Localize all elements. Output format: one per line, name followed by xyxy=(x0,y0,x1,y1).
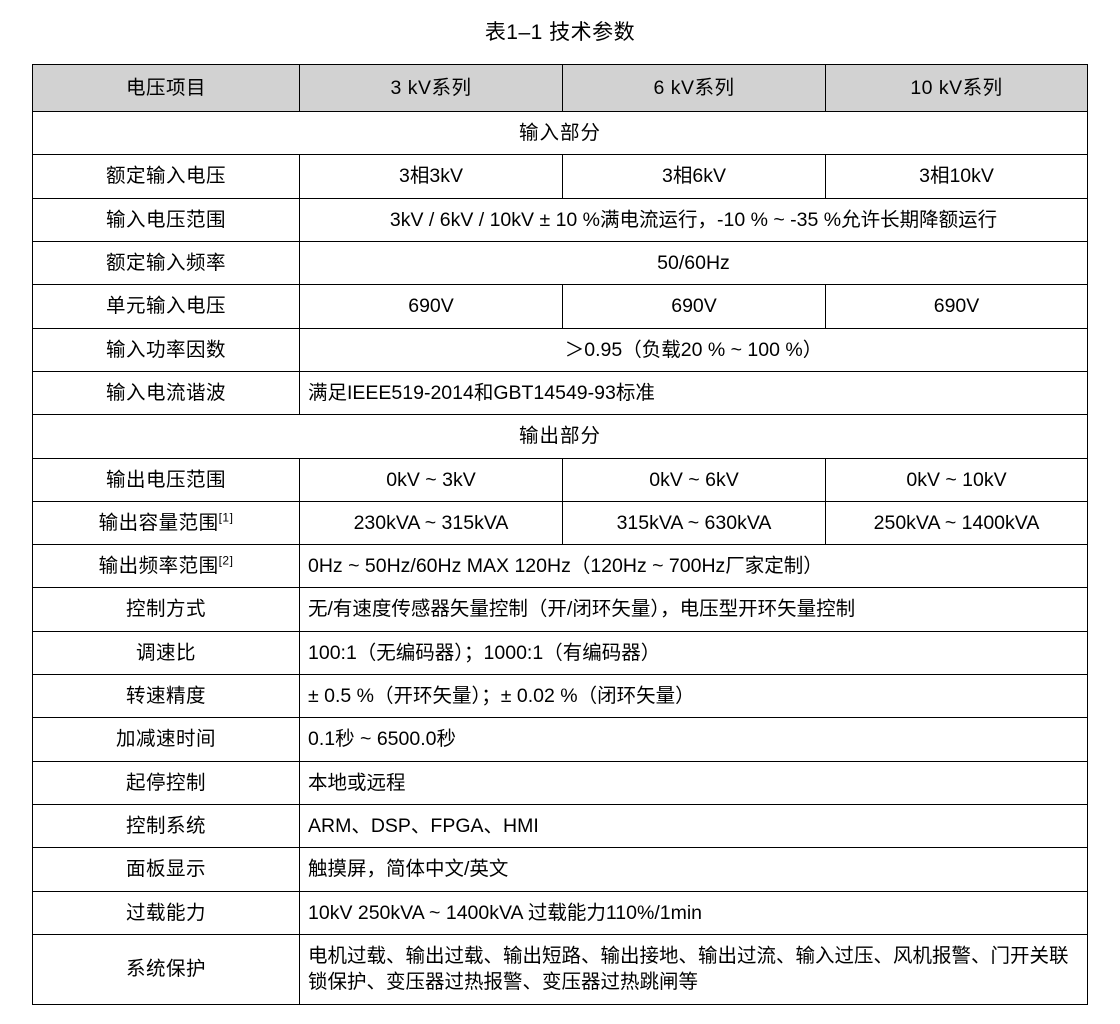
row-value: ± 0.5 %（开环矢量）；± 0.02 %（闭环矢量） xyxy=(299,674,1088,719)
column-header-6kv: 6 kV系列 xyxy=(562,64,826,112)
row-label: 额定输入频率 xyxy=(32,240,300,286)
row-label: 输出容量范围[1] xyxy=(32,500,300,546)
table-row: 控制方式 无/有速度传感器矢量控制（开/闭环矢量），电压型开环矢量控制 xyxy=(32,587,1088,632)
row-label: 额定输入电压 xyxy=(32,154,300,199)
row-label-text: 调速比 xyxy=(135,641,196,664)
row-label: 系统保护 xyxy=(32,933,300,1005)
table-row: 控制系统 ARM、DSP、FPGA、HMI xyxy=(32,803,1088,849)
table-row: 输出电压范围 0kV ~ 3kV 0kV ~ 6kV 0kV ~ 10kV xyxy=(32,457,1088,502)
row-label: 起停控制 xyxy=(32,760,300,806)
row-label: 输入功率因数 xyxy=(32,327,300,372)
row-value: 10kV 250kVA ~ 1400kVA 过载能力110%/1min xyxy=(299,890,1088,935)
section-title: 输入部分 xyxy=(32,110,1088,156)
row-value: ＞0.95（负载20 % ~ 100 %） xyxy=(299,327,1088,372)
row-label: 输入电流谐波 xyxy=(32,370,300,416)
row-label-text: 面板显示 xyxy=(125,858,206,881)
table-caption: 表1–1 技术参数 xyxy=(484,21,636,44)
row-value: 50/60Hz xyxy=(299,240,1088,286)
column-header-3kv: 3 kV系列 xyxy=(299,64,563,112)
row-value: 0kV ~ 3kV xyxy=(299,457,563,502)
row-label: 输出频率范围[2] xyxy=(32,544,300,589)
row-label-text: 输出电压范围 xyxy=(105,468,226,491)
table-row: 面板显示 触摸屏，简体中文/英文 xyxy=(32,847,1088,892)
table-row: 加减速时间 0.1秒 ~ 6500.0秒 xyxy=(32,717,1088,762)
row-value: 690V xyxy=(825,284,1088,329)
row-value: 3kV / 6kV / 10kV ± 10 %满电流运行，-10 % ~ -35… xyxy=(299,197,1088,242)
table-row: 转速精度 ± 0.5 %（开环矢量）；± 0.02 %（闭环矢量） xyxy=(32,674,1088,719)
table-row: 输出频率范围[2] 0Hz ~ 50Hz/60Hz MAX 120Hz（120Hz… xyxy=(32,544,1088,589)
table-row: 额定输入电压 3相3kV 3相6kV 3相10kV xyxy=(32,154,1088,199)
table-body: 输入部分额定输入电压 3相3kV 3相6kV 3相10kV 输入电压范围 3kV / 6k… xyxy=(32,110,1088,1005)
row-value: 触摸屏，简体中文/英文 xyxy=(299,847,1088,892)
row-value: 3相6kV xyxy=(562,154,826,199)
row-label-text: 起停控制 xyxy=(125,771,206,794)
column-header-label: 电压项目 xyxy=(32,64,300,112)
table-row: 调速比 100:1（无编码器）；1000:1（有编码器） xyxy=(32,630,1088,676)
row-value: 0kV ~ 6kV xyxy=(562,457,826,502)
row-value: 690V xyxy=(562,284,826,329)
column-header-10kv: 10 kV系列 xyxy=(825,64,1088,112)
row-label: 控制方式 xyxy=(32,587,300,632)
row-label-text: 过载能力 xyxy=(125,901,206,924)
table-row: 过载能力 10kV 250kVA ~ 1400kVA 过载能力110%/1min xyxy=(32,890,1088,935)
row-label-text: 输出频率范围 xyxy=(98,555,219,578)
row-label: 过载能力 xyxy=(32,890,300,935)
row-value: 315kVA ~ 630kVA xyxy=(562,500,826,546)
table-header: 电压项目 3 kV系列 6 kV系列 10 kV系列 xyxy=(32,64,1088,112)
row-value: 3相3kV xyxy=(299,154,563,199)
row-value: 本地或远程 xyxy=(299,760,1088,806)
technical-parameters-table: 电压项目 3 kV系列 6 kV系列 10 kV系列 输入部分额定输入电压 3相3… xyxy=(32,64,1088,1005)
row-value: ARM、DSP、FPGA、HMI xyxy=(299,803,1088,849)
table-row: 额定输入频率 50/60Hz xyxy=(32,240,1088,286)
row-label: 控制系统 xyxy=(32,803,300,849)
row-value: 230kVA ~ 315kVA xyxy=(299,500,563,546)
row-label: 面板显示 xyxy=(32,847,300,892)
table-row: 输入电压范围 3kV / 6kV / 10kV ± 10 %满电流运行，-10 %… xyxy=(32,197,1088,242)
row-value: 无/有速度传感器矢量控制（开/闭环矢量），电压型开环矢量控制 xyxy=(299,587,1088,632)
row-label: 转速精度 xyxy=(32,674,300,719)
row-label-text: 输入电压范围 xyxy=(105,208,226,231)
row-value: 0.1秒 ~ 6500.0秒 xyxy=(299,717,1088,762)
row-value: 250kVA ~ 1400kVA xyxy=(825,500,1088,546)
section-header-row: 输出部分 xyxy=(32,414,1088,459)
row-label-text: 输出容量范围 xyxy=(98,511,219,534)
row-label-text: 额定输入电压 xyxy=(105,165,226,188)
table-row: 起停控制 本地或远程 xyxy=(32,760,1088,806)
row-label: 加减速时间 xyxy=(32,717,300,762)
row-label-text: 系统保护 xyxy=(125,958,206,981)
row-label-text: 额定输入频率 xyxy=(105,251,226,274)
footnote-marker: [1] xyxy=(218,510,234,525)
row-label-text: 输入电流谐波 xyxy=(105,381,226,404)
row-label-text: 单元输入电压 xyxy=(105,295,226,318)
table-row: 输出容量范围[1] 230kVA ~ 315kVA 315kVA ~ 630kVA 2… xyxy=(32,500,1088,546)
row-label-text: 控制方式 xyxy=(125,598,206,621)
table-row: 输入功率因数 ＞0.95（负载20 % ~ 100 %） xyxy=(32,327,1088,372)
header-row: 电压项目 3 kV系列 6 kV系列 10 kV系列 xyxy=(32,64,1088,112)
row-label-text: 加减速时间 xyxy=(115,728,216,751)
table-row: 单元输入电压 690V 690V 690V xyxy=(32,284,1088,329)
row-value: 690V xyxy=(299,284,563,329)
row-value: 3相10kV xyxy=(825,154,1088,199)
row-value: 电机过载、输出过载、输出短路、输出接地、输出过流、输入过压、风机报警、门开关联锁… xyxy=(299,933,1088,1005)
footnote-marker: [2] xyxy=(218,553,234,568)
table-row: 输入电流谐波 满足IEEE519-2014和GBT14549-93标准 xyxy=(32,370,1088,416)
row-value: 0Hz ~ 50Hz/60Hz MAX 120Hz（120Hz ~ 700Hz厂… xyxy=(299,544,1088,589)
row-label-text: 输入功率因数 xyxy=(105,338,226,361)
table-row: 系统保护 电机过载、输出过载、输出短路、输出接地、输出过流、输入过压、风机报警、门… xyxy=(32,933,1088,1005)
row-value: 0kV ~ 10kV xyxy=(825,457,1088,502)
row-label-text: 控制系统 xyxy=(125,815,206,837)
row-label: 输入电压范围 xyxy=(32,197,300,242)
row-value: 100:1（无编码器）；1000:1（有编码器） xyxy=(299,630,1088,676)
row-value: 满足IEEE519-2014和GBT14549-93标准 xyxy=(299,370,1088,416)
row-label-text: 转速精度 xyxy=(125,685,206,708)
row-label: 单元输入电压 xyxy=(32,284,300,329)
section-header-row: 输入部分 xyxy=(32,110,1088,156)
row-label: 输出电压范围 xyxy=(32,457,300,502)
row-label: 调速比 xyxy=(32,630,300,676)
section-title: 输出部分 xyxy=(32,414,1088,459)
